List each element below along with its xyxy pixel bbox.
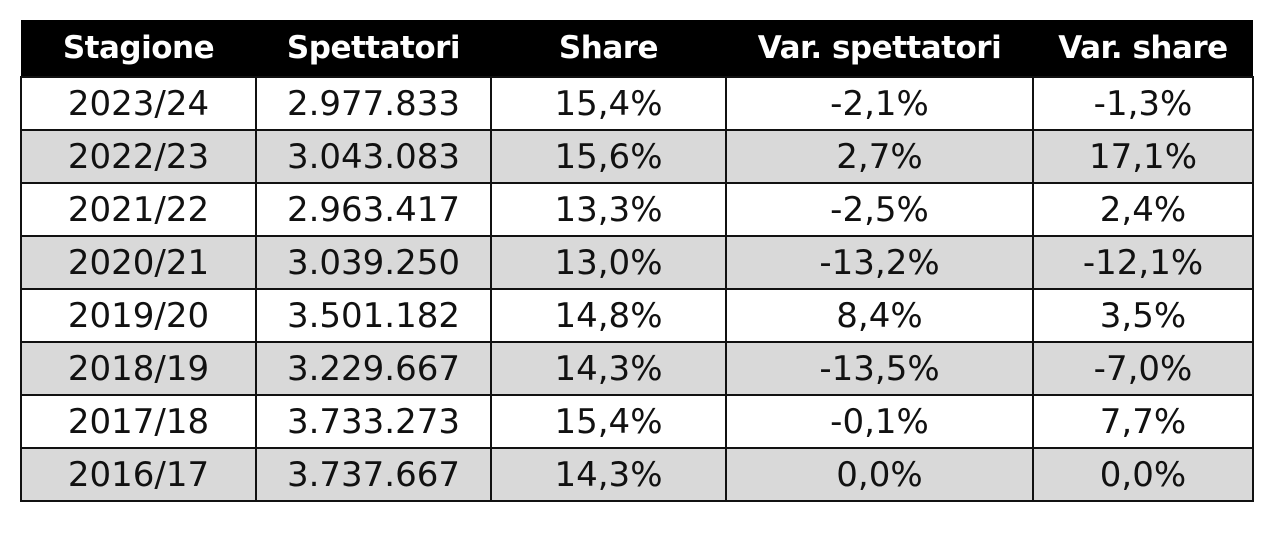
table-cell: 2016/17 — [20, 447, 257, 502]
header-cell: Var. share — [1033, 20, 1253, 77]
table-body: 2023/24 2.977.833 15,4% -2,1% -1,3% 2022/23 3.… — [20, 76, 1254, 502]
table-cell: 2018/19 — [20, 341, 257, 396]
table-cell: -13,5% — [725, 341, 1034, 396]
table-cell: -2,1% — [725, 76, 1034, 131]
table-cell: 3.039.250 — [255, 235, 492, 290]
table-cell: 15,4% — [490, 394, 727, 449]
header-cell: Spettatori — [256, 20, 491, 77]
table-cell: 2017/18 — [20, 394, 257, 449]
table-cell: 2.963.417 — [255, 182, 492, 237]
table-row: 2016/17 3.737.667 14,3% 0,0% 0,0% — [20, 447, 1254, 502]
table-row: 2023/24 2.977.833 15,4% -2,1% -1,3% — [20, 76, 1254, 131]
table-cell: 3.043.083 — [255, 129, 492, 184]
header-cell: Stagione — [21, 20, 256, 77]
table-cell: 2020/21 — [20, 235, 257, 290]
table-cell: 2022/23 — [20, 129, 257, 184]
table-cell: 3.737.667 — [255, 447, 492, 502]
data-table: Stagione Spettatori Share Var. spettatori Va… — [20, 20, 1254, 502]
table-cell: 8,4% — [725, 288, 1034, 343]
table-cell: -1,3% — [1032, 76, 1254, 131]
table-cell: 14,3% — [490, 447, 727, 502]
table-cell: 2021/22 — [20, 182, 257, 237]
table-cell: -12,1% — [1032, 235, 1254, 290]
table-cell: 14,8% — [490, 288, 727, 343]
table-cell: 2,7% — [725, 129, 1034, 184]
table-cell: 7,7% — [1032, 394, 1254, 449]
table-row: 2017/18 3.733.273 15,4% -0,1% 7,7% — [20, 394, 1254, 449]
table-cell: 13,0% — [490, 235, 727, 290]
table-cell: -2,5% — [725, 182, 1034, 237]
table-row: 2018/19 3.229.667 14,3% -13,5% -7,0% — [20, 341, 1254, 396]
header-row: Stagione Spettatori Share Var. spettatori Va… — [21, 20, 1253, 77]
table-cell: 14,3% — [490, 341, 727, 396]
table-row: 2021/22 2.963.417 13,3% -2,5% 2,4% — [20, 182, 1254, 237]
table-cell: -0,1% — [725, 394, 1034, 449]
table-cell: 15,4% — [490, 76, 727, 131]
table-row: 2020/21 3.039.250 13,0% -13,2% -12,1% — [20, 235, 1254, 290]
table-row: 2019/20 3.501.182 14,8% 8,4% 3,5% — [20, 288, 1254, 343]
table-cell: 15,6% — [490, 129, 727, 184]
table-cell: 3.733.273 — [255, 394, 492, 449]
table-cell: 3.501.182 — [255, 288, 492, 343]
header-cell: Var. spettatori — [726, 20, 1033, 77]
header-cell: Share — [491, 20, 726, 77]
table-row: 2022/23 3.043.083 15,6% 2,7% 17,1% — [20, 129, 1254, 184]
table-cell: 0,0% — [1032, 447, 1254, 502]
table-cell: -7,0% — [1032, 341, 1254, 396]
table-cell: 0,0% — [725, 447, 1034, 502]
table-cell: 2,4% — [1032, 182, 1254, 237]
table-cell: 17,1% — [1032, 129, 1254, 184]
table-cell: 2023/24 — [20, 76, 257, 131]
table-cell: 3.229.667 — [255, 341, 492, 396]
table-cell: -13,2% — [725, 235, 1034, 290]
table-cell: 2.977.833 — [255, 76, 492, 131]
table-cell: 3,5% — [1032, 288, 1254, 343]
table-cell: 2019/20 — [20, 288, 257, 343]
table-cell: 13,3% — [490, 182, 727, 237]
